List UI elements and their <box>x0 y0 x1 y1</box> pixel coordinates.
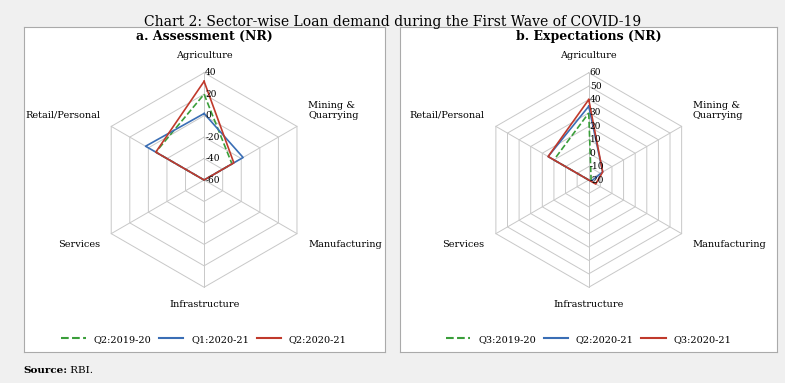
Text: -20: -20 <box>205 133 220 142</box>
Text: Source:: Source: <box>24 367 68 375</box>
Title: b. Expectations (NR): b. Expectations (NR) <box>516 30 662 43</box>
Text: 20: 20 <box>205 90 217 99</box>
Text: RBI.: RBI. <box>67 367 93 375</box>
Text: -20: -20 <box>590 175 604 185</box>
Text: Manufacturing: Manufacturing <box>693 240 766 249</box>
Title: a. Assessment (NR): a. Assessment (NR) <box>136 30 272 43</box>
Text: 20: 20 <box>590 122 601 131</box>
Text: Infrastructure: Infrastructure <box>553 300 624 309</box>
Text: -60: -60 <box>205 175 220 185</box>
Text: 0: 0 <box>590 149 596 158</box>
Text: 10: 10 <box>590 135 601 144</box>
Text: 60: 60 <box>590 68 601 77</box>
Text: Agriculture: Agriculture <box>176 51 232 60</box>
Text: Retail/Personal: Retail/Personal <box>410 111 484 120</box>
Text: Mining &
Quarrying: Mining & Quarrying <box>309 101 359 120</box>
Text: 40: 40 <box>590 95 601 104</box>
Text: Retail/Personal: Retail/Personal <box>25 111 100 120</box>
Legend: Q2:2019-20, Q1:2020-21, Q2:2020-21: Q2:2019-20, Q1:2020-21, Q2:2020-21 <box>57 331 351 347</box>
Text: -40: -40 <box>205 154 220 163</box>
Legend: Q3:2019-20, Q2:2020-21, Q3:2020-21: Q3:2019-20, Q2:2020-21, Q3:2020-21 <box>442 331 736 347</box>
Text: Infrastructure: Infrastructure <box>169 300 239 309</box>
Text: Services: Services <box>443 240 484 249</box>
Text: Mining &
Quarrying: Mining & Quarrying <box>693 101 743 120</box>
Text: Agriculture: Agriculture <box>560 51 617 60</box>
Text: 50: 50 <box>590 82 601 91</box>
Text: Services: Services <box>58 240 100 249</box>
Text: 0: 0 <box>205 111 211 120</box>
Text: Chart 2: Sector-wise Loan demand during the First Wave of COVID-19: Chart 2: Sector-wise Loan demand during … <box>144 15 641 29</box>
Text: Manufacturing: Manufacturing <box>309 240 382 249</box>
Text: -10: -10 <box>590 162 604 171</box>
Text: 30: 30 <box>590 108 601 118</box>
Text: 40: 40 <box>205 68 217 77</box>
